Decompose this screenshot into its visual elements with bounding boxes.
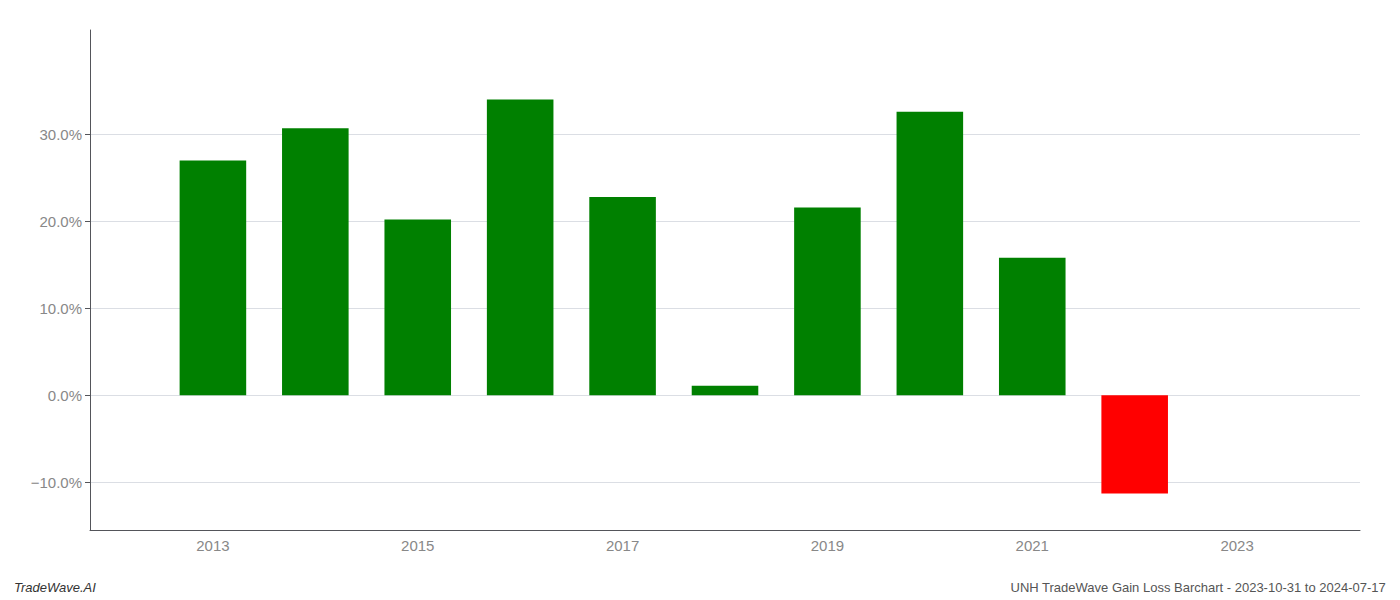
svg-text:2013: 2013 — [196, 537, 229, 554]
svg-text:2015: 2015 — [401, 537, 434, 554]
svg-text:2017: 2017 — [606, 537, 639, 554]
svg-text:UNH TradeWave Gain Loss Barcha: UNH TradeWave Gain Loss Barchart - 2023-… — [1010, 580, 1385, 595]
svg-text:TradeWave.AI: TradeWave.AI — [14, 580, 96, 595]
svg-text:20.0%: 20.0% — [39, 213, 82, 230]
svg-text:2019: 2019 — [811, 537, 844, 554]
svg-text:2021: 2021 — [1016, 537, 1049, 554]
svg-text:2023: 2023 — [1220, 537, 1253, 554]
svg-text:30.0%: 30.0% — [39, 126, 82, 143]
svg-text:10.0%: 10.0% — [39, 300, 82, 317]
svg-text:−10.0%: −10.0% — [31, 474, 82, 491]
svg-text:0.0%: 0.0% — [48, 387, 82, 404]
